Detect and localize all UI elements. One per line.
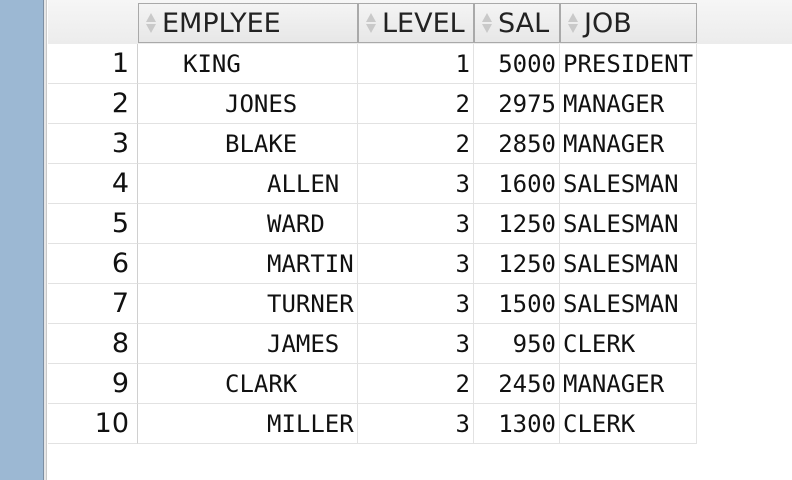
cell-job[interactable]: MANAGER — [560, 84, 697, 124]
row-number[interactable]: 3 — [48, 124, 138, 164]
cell-employee[interactable]: KING — [138, 44, 358, 84]
left-panel-strip — [0, 0, 44, 480]
cell-employee[interactable]: MARTIN — [138, 244, 358, 284]
table-row[interactable]: 6 MARTIN 3 1250 SALESMAN — [48, 244, 792, 284]
table-row[interactable]: 3 BLAKE 2 2850 MANAGER — [48, 124, 792, 164]
cell-level[interactable]: 3 — [358, 324, 474, 364]
cell-job[interactable]: CLERK — [560, 324, 697, 364]
table-row[interactable]: 10 MILLER 3 1300 CLERK — [48, 404, 792, 444]
cell-job[interactable]: SALESMAN — [560, 244, 697, 284]
cell-employee[interactable]: JAMES — [138, 324, 358, 364]
row-number[interactable]: 10 — [48, 404, 138, 444]
column-header-label: JOB — [584, 7, 632, 39]
row-number[interactable]: 9 — [48, 364, 138, 404]
cell-job[interactable]: MANAGER — [560, 364, 697, 404]
column-header-label: LEVEL — [382, 7, 465, 39]
cell-job[interactable]: SALESMAN — [560, 204, 697, 244]
table-row[interactable]: 5 WARD 3 1250 SALESMAN — [48, 204, 792, 244]
grid-header: EMPLYEE LEVEL SAL JOB — [48, 0, 792, 44]
cell-level[interactable]: 3 — [358, 404, 474, 444]
cell-job[interactable]: MANAGER — [560, 124, 697, 164]
cell-sal[interactable]: 950 — [474, 324, 560, 364]
cell-job[interactable]: SALESMAN — [560, 284, 697, 324]
cell-sal[interactable]: 1250 — [474, 204, 560, 244]
column-header-emplyee[interactable]: EMPLYEE — [138, 3, 358, 43]
cell-sal[interactable]: 2975 — [474, 84, 560, 124]
table-row[interactable]: 4 ALLEN 3 1600 SALESMAN — [48, 164, 792, 204]
table-row[interactable]: 9 CLARK 2 2450 MANAGER — [48, 364, 792, 404]
column-header-level[interactable]: LEVEL — [358, 3, 474, 43]
table-row[interactable]: 8 JAMES 3 950 CLERK — [48, 324, 792, 364]
cell-sal[interactable]: 2850 — [474, 124, 560, 164]
cell-level[interactable]: 2 — [358, 364, 474, 404]
cell-sal[interactable]: 1300 — [474, 404, 560, 444]
cell-sal[interactable]: 1250 — [474, 244, 560, 284]
cell-employee[interactable]: JONES — [138, 84, 358, 124]
cell-level[interactable]: 3 — [358, 244, 474, 284]
row-number[interactable]: 5 — [48, 204, 138, 244]
row-number[interactable]: 8 — [48, 324, 138, 364]
cell-employee[interactable]: BLAKE — [138, 124, 358, 164]
cell-employee[interactable]: TURNER — [138, 284, 358, 324]
row-number[interactable]: 4 — [48, 164, 138, 204]
cell-employee[interactable]: MILLER — [138, 404, 358, 444]
column-header-label: SAL — [498, 7, 550, 39]
cell-level[interactable]: 3 — [358, 204, 474, 244]
cell-job[interactable]: PRESIDENT — [560, 44, 697, 84]
row-number[interactable]: 1 — [48, 44, 138, 84]
cell-level[interactable]: 2 — [358, 84, 474, 124]
cell-level[interactable]: 3 — [358, 284, 474, 324]
row-number[interactable]: 6 — [48, 244, 138, 284]
column-header-label: EMPLYEE — [162, 7, 281, 39]
column-header-job[interactable]: JOB — [560, 3, 697, 43]
table-row[interactable]: 1 KING 1 5000 PRESIDENT — [48, 44, 792, 84]
column-header-sal[interactable]: SAL — [474, 3, 560, 43]
cell-job[interactable]: CLERK — [560, 404, 697, 444]
table-row[interactable]: 7 TURNER 3 1500 SALESMAN — [48, 284, 792, 324]
cell-employee[interactable]: CLARK — [138, 364, 358, 404]
cell-sal[interactable]: 1500 — [474, 284, 560, 324]
sort-icon[interactable] — [566, 8, 580, 38]
row-number[interactable]: 2 — [48, 84, 138, 124]
row-number[interactable]: 7 — [48, 284, 138, 324]
cell-sal[interactable]: 2450 — [474, 364, 560, 404]
cell-level[interactable]: 1 — [358, 44, 474, 84]
cell-employee[interactable]: ALLEN — [138, 164, 358, 204]
cell-level[interactable]: 2 — [358, 124, 474, 164]
sort-icon[interactable] — [364, 8, 378, 38]
cell-employee[interactable]: WARD — [138, 204, 358, 244]
cell-sal[interactable]: 1600 — [474, 164, 560, 204]
panel-divider[interactable] — [44, 0, 47, 480]
table-row[interactable]: 2 JONES 2 2975 MANAGER — [48, 84, 792, 124]
cell-job[interactable]: SALESMAN — [560, 164, 697, 204]
cell-level[interactable]: 3 — [358, 164, 474, 204]
sort-icon[interactable] — [144, 8, 158, 38]
cell-sal[interactable]: 5000 — [474, 44, 560, 84]
sort-icon[interactable] — [480, 8, 494, 38]
